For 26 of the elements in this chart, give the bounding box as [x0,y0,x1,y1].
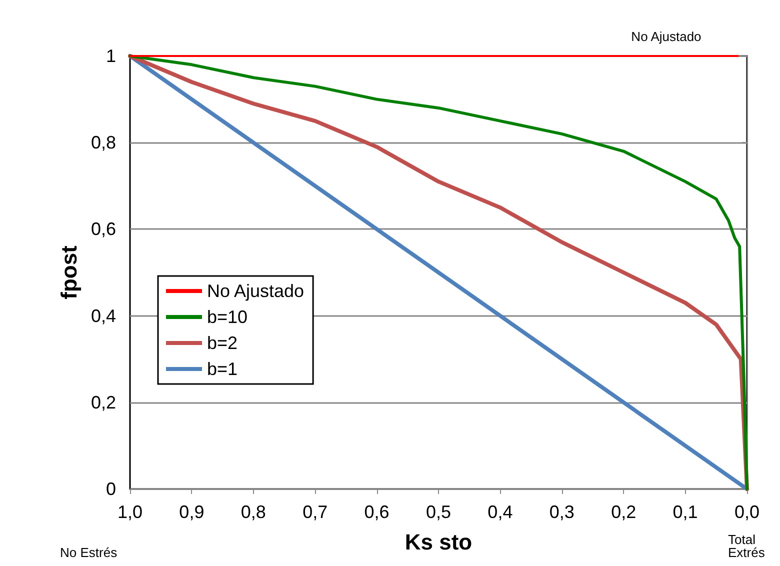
x-tick-label: 0,6 [364,502,390,522]
x-axis-title: Ks sto [404,530,472,554]
y-tick-label: 0,2 [90,392,116,412]
x-tick-label: 0,2 [611,502,636,522]
legend-label: b=2 [207,333,238,353]
x-tick-label: 0,0 [734,502,760,522]
text: Total Extrés [728,532,766,560]
y-axis-title: fpost [56,244,82,300]
text: No Ajustado [631,29,702,44]
x-tick-label: 0,1 [672,502,698,522]
x-tick-label: 0,9 [179,502,204,522]
y-tick-label: 0 [106,479,116,499]
y-tick-label: 0,6 [90,219,116,240]
y-tick-label: 1 [106,46,116,66]
y-tick-label: 0,8 [90,132,116,153]
x-tick-label: 0,8 [240,502,266,522]
legend-label: b=10 [207,307,248,327]
x-tick-label: 0,3 [549,502,574,522]
text: No Estrés [60,545,118,560]
x-tick-label: 0,4 [488,502,513,522]
y-tick-label: 0,4 [90,306,116,326]
legend-label: No Ajustado [207,281,304,301]
x-tick-label: 0,5 [426,502,452,522]
x-tick-label: 0,7 [302,502,328,522]
legend-label: b=1 [207,359,238,379]
x-tick-label: 1,0 [117,502,143,522]
